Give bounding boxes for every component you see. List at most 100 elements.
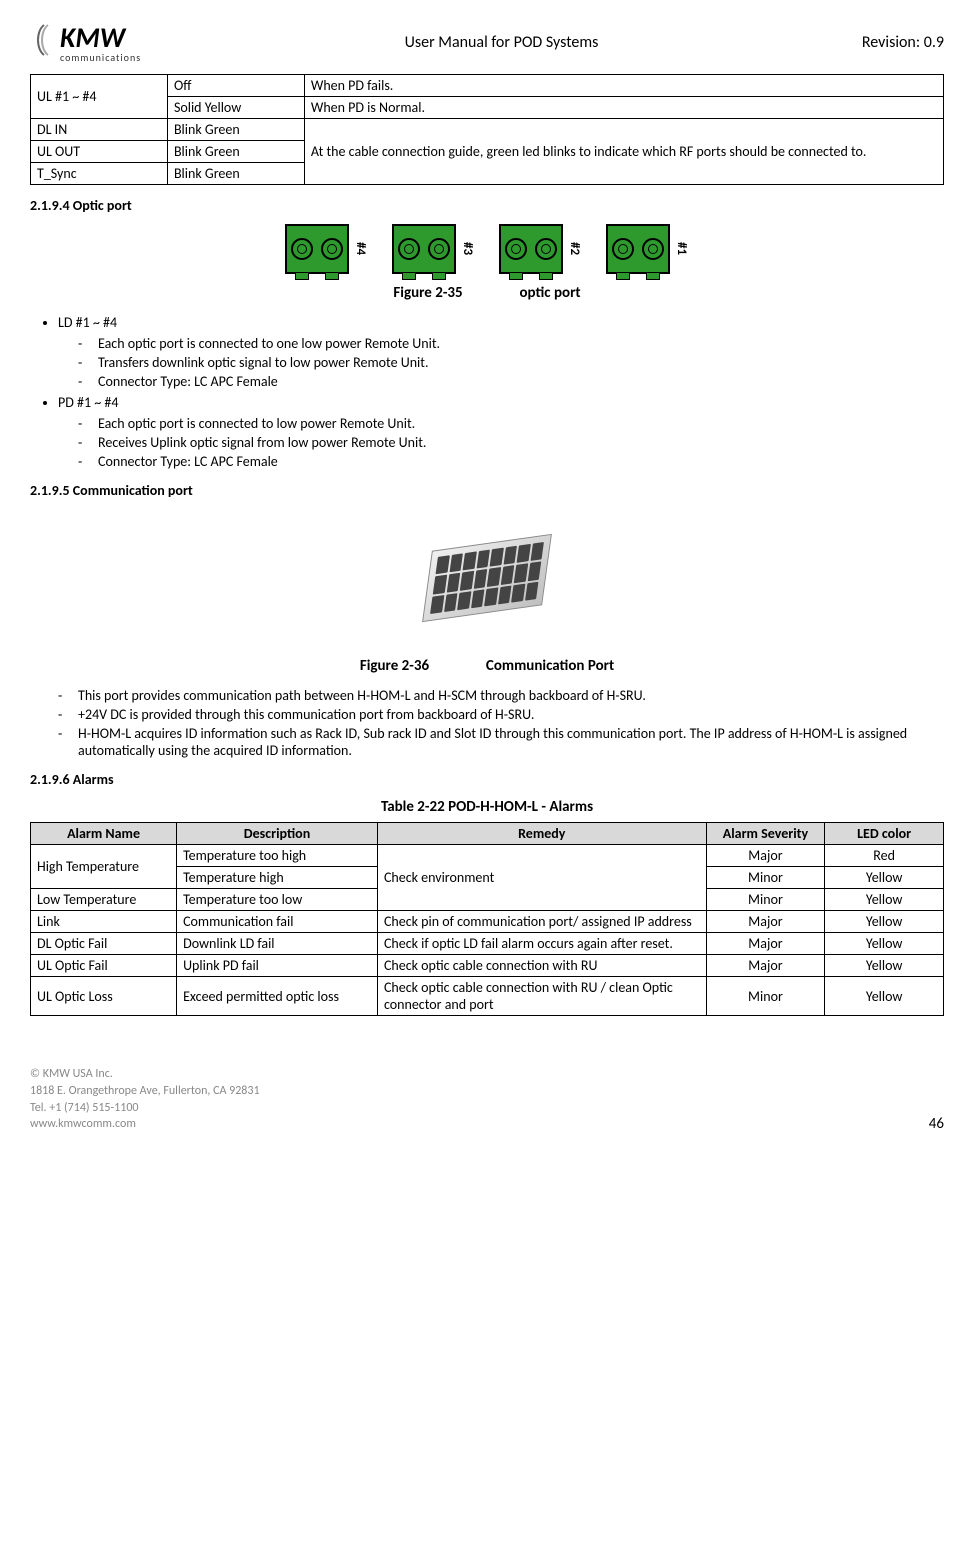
cell: DL Optic Fail [31,933,177,955]
optic-port-icon [606,224,670,274]
list-item: Each optic port is connected to low powe… [78,415,944,432]
ld-sublist: Each optic port is connected to one low … [78,335,944,390]
cell: Temperature high [177,867,378,889]
logo-swoosh-icon [30,23,58,61]
cell: Yellow [825,977,944,1016]
cell: Solid Yellow [167,97,304,119]
cell: Minor [706,889,825,911]
cell: High Temperature [31,845,177,889]
optic-port-icon [285,224,349,274]
list-item: +24V DC is provided through this communi… [58,706,944,723]
list-item: Receives Uplink optic signal from low po… [78,434,944,451]
section-optic-heading: 2.1.9.4 Optic port [30,197,944,214]
cell: When PD is Normal. [304,97,943,119]
table-row: DL Optic Fail Downlink LD fail Check if … [31,933,944,955]
table-row: DL IN Blink Green At the cable connectio… [31,119,944,141]
cell: Yellow [825,867,944,889]
cell: Uplink PD fail [177,955,378,977]
table-row: UL Optic Loss Exceed permitted optic los… [31,977,944,1016]
optic-port-icon [392,224,456,274]
cell: Downlink LD fail [177,933,378,955]
ld-bullet-list: LD #1 ~ #4 [58,314,944,331]
alarms-table: Alarm Name Description Remedy Alarm Seve… [30,822,944,1016]
logo-subtext: communications [60,51,141,64]
table-row: Solid Yellow When PD is Normal. [31,97,944,119]
cell: UL Optic Fail [31,955,177,977]
cell: Temperature too low [177,889,378,911]
list-item: This port provides communication path be… [58,687,944,704]
cell: UL #1 ~ #4 [31,75,168,119]
cell: Yellow [825,889,944,911]
cell: UL OUT [31,141,168,163]
port-label: #1 [674,242,689,255]
cell: T_Sync [31,163,168,185]
logo-text: KMW [60,20,141,55]
cell: Check if optic LD fail alarm occurs agai… [377,933,706,955]
optic-port-4: #4 [285,224,368,274]
cell: Blink Green [167,141,304,163]
cell: Communication fail [177,911,378,933]
cell: Link [31,911,177,933]
page-header: KMW communications User Manual for POD S… [30,20,944,64]
cell: Blink Green [167,163,304,185]
table-row: UL #1 ~ #4 Off When PD fails. [31,75,944,97]
cell: Major [706,911,825,933]
cell: Yellow [825,933,944,955]
document-title: User Manual for POD Systems [405,33,599,52]
led-status-table: UL #1 ~ #4 Off When PD fails. Solid Yell… [30,74,944,185]
figure-number: Figure 2-35 [393,284,462,302]
footer-copyright: © KMW USA Inc. [30,1066,260,1083]
port-label: #3 [460,242,475,255]
cell: Minor [706,977,825,1016]
col-led: LED color [825,823,944,845]
list-item: Connector Type: LC APC Female [78,373,944,390]
cell: When PD fails. [304,75,943,97]
cell: Check optic cable connection with RU [377,955,706,977]
optic-port-figure: #4 #3 #2 #1 [30,224,944,274]
table-row: UL Optic Fail Uplink PD fail Check optic… [31,955,944,977]
comm-port-figure [397,513,577,643]
cell: Temperature too high [177,845,378,867]
cell: Exceed permitted optic loss [177,977,378,1016]
col-severity: Alarm Severity [706,823,825,845]
cell: DL IN [31,119,168,141]
logo: KMW communications [30,20,141,64]
pd-heading: PD #1 ~ #4 [58,394,944,411]
cell: UL Optic Loss [31,977,177,1016]
cell: Blink Green [167,119,304,141]
figure-35-caption: Figure 2-35 optic port [30,284,944,302]
cell: Major [706,955,825,977]
pd-bullet-list: PD #1 ~ #4 [58,394,944,411]
col-alarm-name: Alarm Name [31,823,177,845]
col-remedy: Remedy [377,823,706,845]
optic-port-1: #1 [606,224,689,274]
list-item: H-HOM-L acquires ID information such as … [58,725,944,759]
figure-36-caption: Figure 2-36 Communication Port [30,657,944,675]
cell: Check environment [377,845,706,911]
footer-web: www.kmwcomm.com [30,1116,260,1133]
cell: Major [706,933,825,955]
pd-sublist: Each optic port is connected to low powe… [78,415,944,470]
cell: Red [825,845,944,867]
cell: Off [167,75,304,97]
figure-title: optic port [519,284,580,302]
figure-title: Communication Port [486,657,614,675]
table-row: High Temperature Temperature too high Ch… [31,845,944,867]
cell: Major [706,845,825,867]
connector-icon [422,534,552,622]
optic-port-3: #3 [392,224,475,274]
optic-port-icon [499,224,563,274]
section-alarms-heading: 2.1.9.6 Alarms [30,771,944,788]
revision-label: Revision: 0.9 [862,33,944,52]
port-label: #2 [567,242,582,255]
cell: Yellow [825,955,944,977]
cell: At the cable connection guide, green led… [304,119,943,185]
figure-number: Figure 2-36 [360,657,429,675]
comm-list: This port provides communication path be… [58,687,944,759]
table-row: Link Communication fail Check pin of com… [31,911,944,933]
footer-tel: Tel. +1 (714) 515-1100 [30,1100,260,1117]
list-item: Each optic port is connected to one low … [78,335,944,352]
list-item: Transfers downlink optic signal to low p… [78,354,944,371]
optic-port-2: #2 [499,224,582,274]
cell: Yellow [825,911,944,933]
